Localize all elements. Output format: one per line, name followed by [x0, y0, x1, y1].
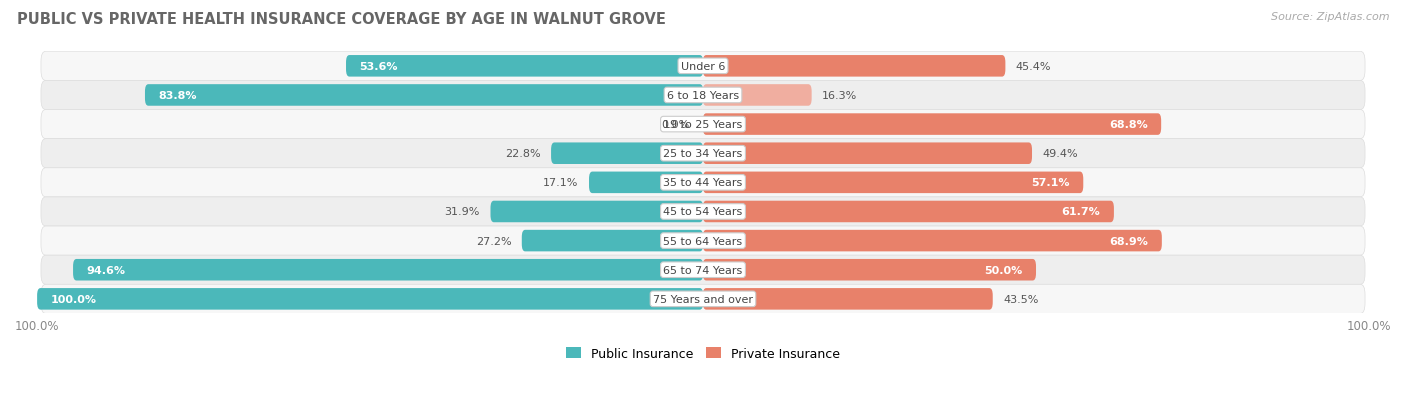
Text: 45.4%: 45.4%	[1017, 62, 1052, 71]
Text: 45 to 54 Years: 45 to 54 Years	[664, 207, 742, 217]
Text: 0.0%: 0.0%	[661, 120, 690, 130]
Text: 35 to 44 Years: 35 to 44 Years	[664, 178, 742, 188]
Text: 83.8%: 83.8%	[159, 91, 197, 101]
FancyBboxPatch shape	[145, 85, 703, 107]
Text: 43.5%: 43.5%	[1004, 294, 1039, 304]
Text: Under 6: Under 6	[681, 62, 725, 71]
FancyBboxPatch shape	[703, 201, 1114, 223]
FancyBboxPatch shape	[703, 114, 1161, 135]
Text: 6 to 18 Years: 6 to 18 Years	[666, 91, 740, 101]
FancyBboxPatch shape	[73, 259, 703, 281]
FancyBboxPatch shape	[703, 143, 1032, 165]
FancyBboxPatch shape	[41, 139, 1365, 169]
Text: Source: ZipAtlas.com: Source: ZipAtlas.com	[1271, 12, 1389, 22]
Text: 65 to 74 Years: 65 to 74 Years	[664, 265, 742, 275]
FancyBboxPatch shape	[41, 81, 1365, 110]
Text: 68.8%: 68.8%	[1109, 120, 1147, 130]
FancyBboxPatch shape	[41, 110, 1365, 139]
Text: 16.3%: 16.3%	[823, 91, 858, 101]
Text: 25 to 34 Years: 25 to 34 Years	[664, 149, 742, 159]
FancyBboxPatch shape	[41, 256, 1365, 285]
FancyBboxPatch shape	[41, 226, 1365, 256]
Text: 68.9%: 68.9%	[1109, 236, 1149, 246]
FancyBboxPatch shape	[703, 56, 1005, 77]
Text: 53.6%: 53.6%	[360, 62, 398, 71]
FancyBboxPatch shape	[703, 230, 1161, 252]
Text: PUBLIC VS PRIVATE HEALTH INSURANCE COVERAGE BY AGE IN WALNUT GROVE: PUBLIC VS PRIVATE HEALTH INSURANCE COVER…	[17, 12, 666, 27]
FancyBboxPatch shape	[589, 172, 703, 194]
Legend: Public Insurance, Private Insurance: Public Insurance, Private Insurance	[561, 342, 845, 365]
Text: 27.2%: 27.2%	[475, 236, 512, 246]
FancyBboxPatch shape	[703, 172, 1083, 194]
FancyBboxPatch shape	[703, 259, 1036, 281]
Text: 55 to 64 Years: 55 to 64 Years	[664, 236, 742, 246]
FancyBboxPatch shape	[491, 201, 703, 223]
FancyBboxPatch shape	[551, 143, 703, 165]
FancyBboxPatch shape	[41, 52, 1365, 81]
FancyBboxPatch shape	[522, 230, 703, 252]
Text: 17.1%: 17.1%	[543, 178, 578, 188]
FancyBboxPatch shape	[346, 56, 703, 77]
Text: 57.1%: 57.1%	[1032, 178, 1070, 188]
Text: 22.8%: 22.8%	[505, 149, 540, 159]
Text: 61.7%: 61.7%	[1062, 207, 1101, 217]
Text: 75 Years and over: 75 Years and over	[652, 294, 754, 304]
FancyBboxPatch shape	[703, 85, 811, 107]
Text: 100.0%: 100.0%	[51, 294, 97, 304]
Text: 19 to 25 Years: 19 to 25 Years	[664, 120, 742, 130]
FancyBboxPatch shape	[41, 169, 1365, 197]
Text: 94.6%: 94.6%	[87, 265, 125, 275]
FancyBboxPatch shape	[41, 197, 1365, 226]
Text: 31.9%: 31.9%	[444, 207, 479, 217]
FancyBboxPatch shape	[41, 285, 1365, 313]
Text: 49.4%: 49.4%	[1042, 149, 1078, 159]
FancyBboxPatch shape	[37, 288, 703, 310]
Text: 50.0%: 50.0%	[984, 265, 1022, 275]
FancyBboxPatch shape	[703, 288, 993, 310]
